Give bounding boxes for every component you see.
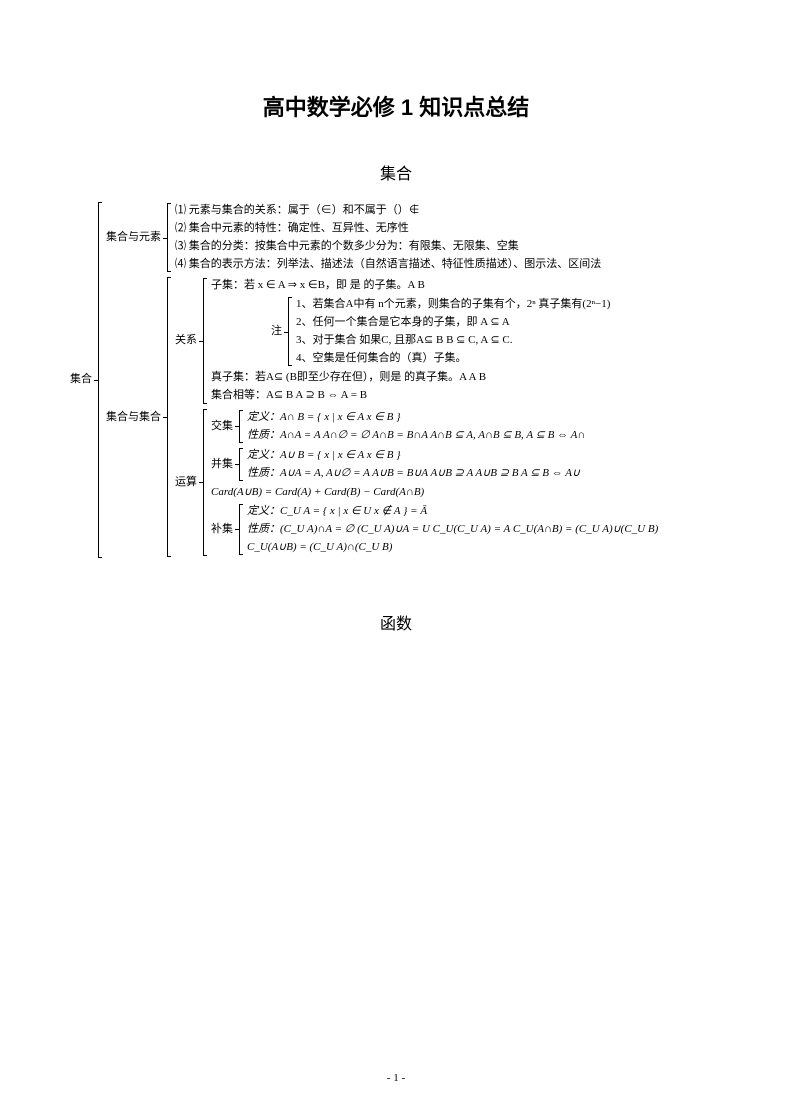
note-1: 1、若集合A中有 n个元素，则集合的子集有个，2ⁿ 真子集有(2ⁿ−1): [296, 296, 610, 313]
brace-rel: [199, 276, 207, 405]
brace-comp: [235, 502, 243, 557]
comp-label: 补集: [211, 521, 235, 538]
page-title: 高中数学必修 1 知识点总结: [70, 90, 722, 122]
elem-l2: ⑵ 集合中元素的特性：确定性、互异性、无序性: [175, 220, 601, 237]
brace-union: [235, 446, 243, 483]
union-label: 并集: [211, 456, 235, 473]
section-title-sets: 集合: [70, 160, 722, 184]
union-prop: 性质：A∪A = A, A∪∅ = A A∪B = B∪A A∪B ⊇ A A∪…: [247, 465, 580, 482]
rel-subset: 子集：若 x ∈ A ⇒ x ∈B，即 是 的子集。A B: [211, 277, 610, 294]
elem-label: 集合与元素: [106, 229, 163, 246]
elem-l1: ⑴ 元素与集合的关系：属于（∈）和不属于（）∉: [175, 202, 601, 219]
elem-l3: ⑶ 集合的分类：按集合中元素的个数多少分为：有限集、无限集、空集: [175, 238, 601, 255]
note-2: 2、任何一个集合是它本身的子集，即 A ⊆ A: [296, 314, 610, 331]
inter-prop: 性质：A∩A = A A∩∅ = ∅ A∩B = B∩A A∩B ⊆ A, A∩…: [247, 427, 585, 444]
inter-label: 交集: [211, 418, 235, 435]
brace-setset: [163, 275, 171, 559]
rel-label: 关系: [175, 332, 199, 349]
brace-note: [284, 295, 292, 368]
rel-proper: 真子集：若A⊆ (B即至少存在但），则是 的真子集。A A B: [211, 369, 610, 386]
brace-inter: [235, 408, 243, 445]
section-title-func: 函数: [70, 610, 722, 634]
comp-def: 定义：C_U A = { x | x ∈ U x ∉ A } = Ā: [247, 503, 658, 520]
card-line: Card(A∪B) = Card(A) + Card(B) − Card(A∩B…: [211, 484, 658, 501]
page-number: - 1 -: [0, 1072, 792, 1084]
op-label: 运算: [175, 474, 199, 491]
brace-op: [199, 407, 207, 558]
union-def: 定义：A∪ B = { x | x ∈ A x ∈ B }: [247, 447, 580, 464]
elem-l4: ⑷ 集合的表示方法：列举法、描述法（自然语言描述、特征性质描述）、图示法、区间法: [175, 256, 601, 273]
note-3: 3、对于集合 如果C, 且那A⊆ B B ⊆ C, A ⊆ C.: [296, 332, 610, 349]
setset-label: 集合与集合: [106, 409, 163, 426]
rel-equal: 集合相等：A⊆ B A ⊇ B ⇔ A = B: [211, 387, 610, 404]
root-label: 集合: [70, 371, 94, 388]
comp-prop2: C_U(A∪B) = (C_U A)∩(C_U B): [247, 539, 658, 556]
comp-prop1: 性质：(C_U A)∩A = ∅ (C_U A)∪A = U C_U(C_U A…: [247, 521, 658, 538]
knowledge-tree: 集合 集合与元素 ⑴ 元素与集合的关系：属于（∈）和不属于（）∉ ⑵ 集合中元素…: [70, 200, 722, 560]
note-4: 4、空集是任何集合的（真）子集。: [296, 350, 610, 367]
brace-elem: [163, 201, 171, 274]
note-label: 注: [271, 323, 284, 340]
brace-root: [94, 200, 102, 560]
inter-def: 定义：A∩ B = { x | x ∈ A x ∈ B }: [247, 409, 585, 426]
